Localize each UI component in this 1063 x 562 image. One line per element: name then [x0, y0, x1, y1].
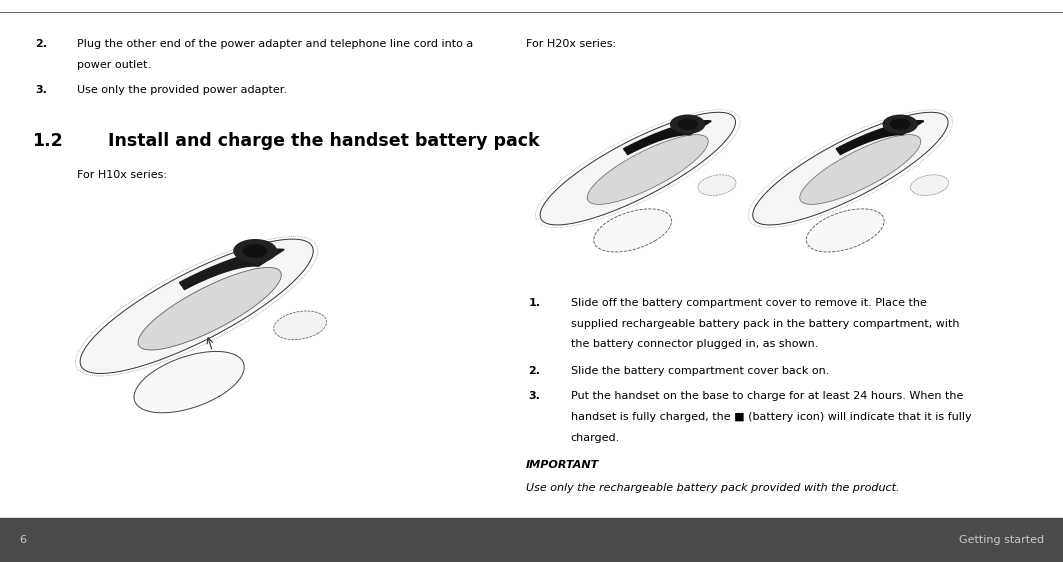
Polygon shape — [837, 121, 924, 155]
Text: Install and charge the handset battery pack: Install and charge the handset battery p… — [108, 132, 540, 149]
Text: supplied rechargeable battery pack in the battery compartment, with: supplied rechargeable battery pack in th… — [571, 319, 959, 329]
Text: 2.: 2. — [35, 39, 47, 49]
Circle shape — [234, 240, 276, 262]
Text: the battery connector plugged in, as shown.: the battery connector plugged in, as sho… — [571, 339, 819, 350]
Circle shape — [671, 115, 705, 133]
Text: 1.2: 1.2 — [32, 132, 63, 149]
Text: Put the handset on the base to charge for at least 24 hours. When the: Put the handset on the base to charge fo… — [571, 391, 963, 401]
Text: 1.: 1. — [528, 298, 540, 308]
Text: Getting started: Getting started — [959, 535, 1044, 545]
Text: Plug the other end of the power adapter and telephone line cord into a: Plug the other end of the power adapter … — [77, 39, 473, 49]
Text: Slide the battery compartment cover back on.: Slide the battery compartment cover back… — [571, 366, 829, 376]
Text: 6: 6 — [19, 535, 27, 545]
Text: power outlet.: power outlet. — [77, 60, 151, 70]
Polygon shape — [799, 135, 921, 205]
Polygon shape — [540, 112, 736, 225]
Polygon shape — [807, 209, 884, 252]
Text: Use only the rechargeable battery pack provided with the product.: Use only the rechargeable battery pack p… — [526, 483, 899, 493]
Polygon shape — [138, 268, 282, 350]
Text: For H10x series:: For H10x series: — [77, 170, 167, 180]
Bar — [0, 518, 1063, 562]
Polygon shape — [624, 121, 711, 155]
Circle shape — [883, 115, 917, 133]
Text: charged.: charged. — [571, 433, 620, 443]
Text: IMPORTANT: IMPORTANT — [526, 460, 600, 470]
Text: 3.: 3. — [528, 391, 540, 401]
Polygon shape — [753, 112, 948, 225]
Text: For H20x series:: For H20x series: — [526, 39, 617, 49]
Polygon shape — [80, 239, 314, 374]
Text: 3.: 3. — [35, 85, 47, 96]
Circle shape — [678, 119, 697, 129]
Polygon shape — [134, 351, 244, 413]
Polygon shape — [274, 311, 326, 339]
Text: Slide off the battery compartment cover to remove it. Place the: Slide off the battery compartment cover … — [571, 298, 927, 308]
Circle shape — [891, 119, 910, 129]
Text: handset is fully charged, the ■ (battery icon) will indicate that it is fully: handset is fully charged, the ■ (battery… — [571, 412, 972, 422]
Polygon shape — [594, 209, 672, 252]
Polygon shape — [180, 249, 284, 289]
Polygon shape — [911, 175, 948, 196]
Circle shape — [243, 245, 267, 257]
Text: 2.: 2. — [528, 366, 540, 376]
Polygon shape — [587, 135, 708, 205]
Polygon shape — [698, 175, 736, 196]
Text: Use only the provided power adapter.: Use only the provided power adapter. — [77, 85, 287, 96]
